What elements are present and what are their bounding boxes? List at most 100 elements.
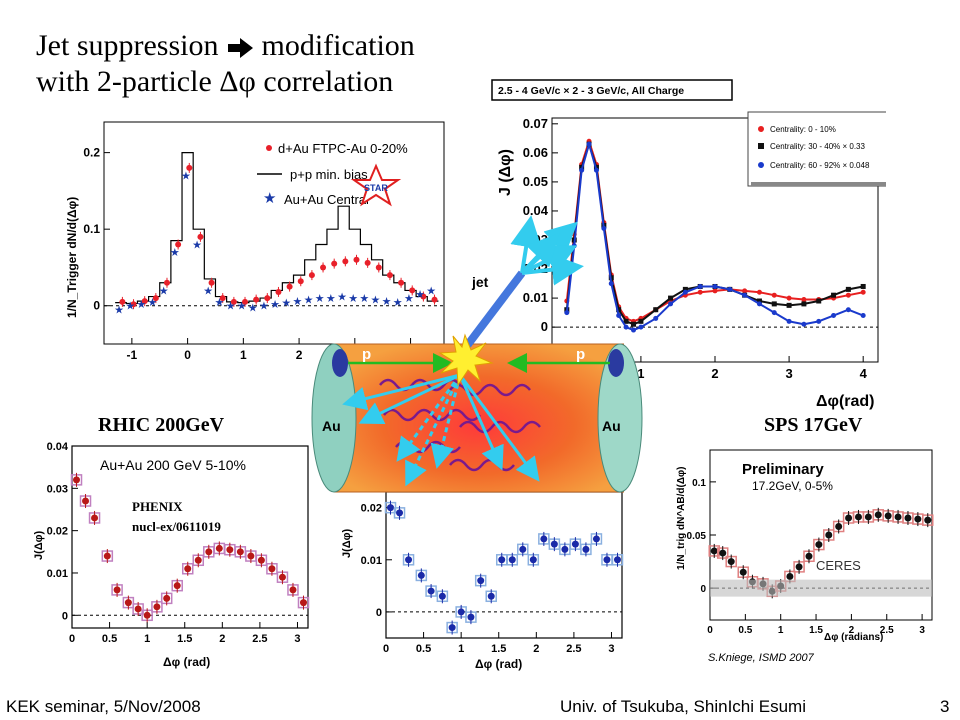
- data-point: [874, 511, 882, 519]
- data-point: [247, 552, 255, 560]
- x-tick-label: 0.5: [102, 633, 117, 645]
- data-point: [141, 298, 148, 305]
- x-tick-label: 4: [860, 366, 868, 381]
- data-point: [712, 288, 718, 294]
- legend: d+Au FTPC-Au 0-20% p+p min. bias ★ Au+Au…: [257, 141, 408, 207]
- data-point: [561, 545, 569, 553]
- data-point: ★: [304, 295, 314, 307]
- phenix-title: Au+Au 200 GeV 5-10%: [100, 457, 246, 473]
- data-point: ★: [270, 299, 280, 311]
- y-tick-label: 0.05: [523, 174, 548, 189]
- data-point: [795, 563, 803, 571]
- ceres-title: Preliminary: [742, 461, 824, 478]
- data-point: [697, 283, 703, 289]
- phenix-xlabel: Δφ (rad): [163, 655, 210, 669]
- data-point: ★: [326, 293, 336, 305]
- data-point: [786, 572, 794, 580]
- data-point: [742, 292, 748, 298]
- data-point: [914, 515, 922, 523]
- data-point: [387, 504, 395, 512]
- x-tick-label: 2: [533, 643, 539, 655]
- proton-left: [332, 349, 348, 377]
- ceres-credit: S.Kniege, ISMD 2007: [708, 652, 814, 664]
- x-tick-label: 1.5: [177, 633, 192, 645]
- x-tick-label: 3: [919, 625, 925, 636]
- data-point: [119, 298, 126, 305]
- data-point: [697, 289, 703, 295]
- data-point: [653, 315, 659, 321]
- data-point: [831, 292, 837, 298]
- data-point: [864, 513, 872, 521]
- data-point: [924, 516, 932, 524]
- label-jet: jet: [471, 274, 489, 290]
- data-point: [194, 556, 202, 564]
- data-point: [448, 624, 456, 632]
- rhic-label: RHIC 200GeV: [98, 414, 225, 436]
- y-tick-label: 0.02: [47, 526, 68, 538]
- ceres-subtitle: 17.2GeV, 0-5%: [752, 479, 833, 493]
- data-point: ★: [393, 297, 403, 309]
- data-point: [845, 307, 851, 313]
- data-point: [275, 288, 282, 295]
- data-point: [396, 509, 404, 517]
- data-point: [771, 301, 777, 307]
- x-tick-label: 2.5: [252, 633, 267, 645]
- data-point: [653, 307, 659, 313]
- au-right-cap: [597, 343, 643, 493]
- y-tick-label: 0.04: [47, 441, 69, 453]
- data-point: ★: [415, 289, 425, 301]
- y-tick-label: 0.01: [523, 290, 548, 305]
- data-point: [409, 287, 416, 294]
- x-tick-label: 1.5: [491, 643, 506, 655]
- legend: Centrality: 0 - 10% Centrality: 30 - 40%…: [747, 111, 886, 187]
- data-point: [236, 548, 244, 556]
- data-point: [835, 523, 843, 530]
- data-point: [739, 568, 747, 576]
- legend-cent60: Centrality: 60 - 92% × 0.048: [770, 161, 870, 170]
- data-point: [364, 259, 371, 266]
- data-point: [623, 318, 629, 324]
- collision-diagram: p p Au Au jet: [311, 215, 643, 493]
- data-point: [582, 545, 590, 553]
- data-point: [173, 582, 181, 590]
- data-point: [163, 594, 171, 602]
- data-point: [631, 327, 636, 333]
- data-point: [894, 513, 902, 521]
- data-point: [616, 307, 622, 313]
- centrality-ylabel: J (Δφ): [497, 149, 514, 196]
- ceres-xlabel: Δφ (radians): [824, 632, 883, 643]
- data-point: [286, 283, 293, 290]
- data-point: ★: [114, 305, 124, 317]
- data-point: [457, 608, 465, 616]
- data-point: [253, 296, 260, 303]
- data-point: [668, 295, 674, 301]
- data-point: [825, 531, 833, 539]
- data-point: [682, 289, 688, 295]
- data-point: [623, 324, 629, 330]
- data-point: [786, 302, 792, 308]
- data-point: ★: [214, 297, 224, 309]
- data-point: [124, 599, 132, 607]
- x-tick-label: 1: [637, 366, 644, 381]
- middle-xlabel: Δφ (rad): [475, 657, 522, 671]
- data-point: [756, 301, 762, 307]
- data-point: [230, 298, 237, 305]
- data-point: [205, 548, 213, 556]
- footer-left: KEK seminar, 5/Nov/2008: [6, 697, 201, 716]
- data-point: [519, 545, 527, 553]
- data-point: [571, 540, 579, 548]
- title-line2: with 2-particle Δφ correlation: [36, 65, 394, 98]
- data-point: ★: [315, 293, 325, 305]
- data-point: [163, 279, 170, 286]
- centrality-xlabel: Δφ(rad): [816, 393, 875, 410]
- data-point: ★: [248, 302, 258, 314]
- legend-cent0: Centrality: 0 - 10%: [770, 125, 836, 134]
- data-point: [467, 613, 475, 621]
- phenix-ylabel: J(Δφ): [33, 530, 45, 560]
- x-tick-label: 1: [144, 633, 150, 645]
- data-point: [816, 298, 822, 304]
- data-point: [801, 297, 807, 303]
- plot-frame: [103, 121, 445, 345]
- star-plot: -10123400.10.2★★★★★★★★★★★★★★★★★★★★★★★★★★…: [65, 121, 445, 362]
- au-left-cap: [311, 343, 357, 493]
